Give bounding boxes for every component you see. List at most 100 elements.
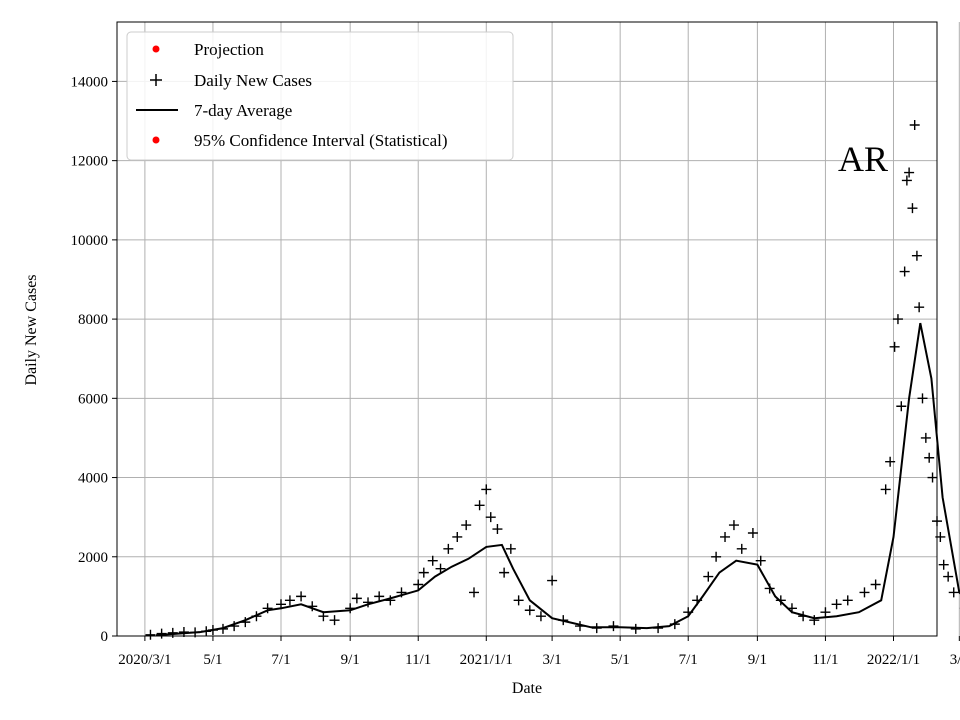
legend-box: [126, 31, 514, 161]
daily-case-point: [775, 595, 786, 606]
legend-label-ci: 95% Confidence Interval (Statistical): [194, 131, 448, 150]
daily-case-point: [885, 456, 896, 467]
daily-case-point: [728, 520, 739, 531]
daily-case-point: [683, 607, 694, 618]
daily-case-point: [418, 567, 429, 578]
average-line: [155, 322, 960, 637]
daily-case-point: [630, 623, 641, 634]
daily-case-point: [229, 621, 240, 632]
daily-case-point: [914, 302, 925, 313]
y-tick-label: 14000: [71, 74, 109, 90]
daily-case-point: [692, 595, 703, 606]
daily-case-point: [276, 599, 286, 610]
plot-frame: [116, 21, 938, 637]
daily-case-point: [307, 601, 318, 612]
legend-marker-projection: [152, 45, 160, 53]
legend-label-daily: Daily New Cases: [194, 71, 312, 90]
daily-case-point: [591, 623, 602, 634]
daily-case-point: [499, 567, 510, 578]
daily-case-point: [736, 543, 747, 554]
daily-case-point: [145, 629, 156, 640]
daily-case-point: [907, 203, 918, 214]
daily-case-point: [703, 571, 714, 582]
daily-case-point: [904, 167, 915, 178]
daily-case-point: [396, 587, 407, 598]
daily-case-point: [653, 623, 664, 634]
x-tick-label: 2022/1/1: [867, 652, 920, 668]
daily-case-point: [251, 611, 262, 622]
legend-marker-ci: [152, 136, 160, 144]
daily-case-point: [469, 587, 480, 598]
daily-case-point: [547, 575, 558, 586]
y-tick-label: 10000: [71, 233, 109, 249]
daily-case-point: [474, 500, 485, 511]
x-tick-label: 9/1: [748, 652, 767, 668]
daily-case-point: [363, 597, 374, 608]
daily-case-point: [201, 626, 212, 637]
legend-label-projection: Projection: [194, 40, 264, 59]
y-axis-label: Daily New Cases: [23, 274, 40, 385]
daily-case-point: [889, 341, 900, 352]
y-tick-label: 8000: [78, 312, 108, 328]
x-tick-label: 7/1: [271, 652, 290, 668]
daily-layer: [145, 119, 960, 640]
y-tick-label: 4000: [78, 471, 108, 487]
x-tick-label: 3/1: [950, 652, 960, 668]
daily-case-point: [574, 621, 585, 632]
daily-case-point: [413, 579, 424, 590]
daily-case-point: [156, 628, 167, 639]
x-tick-label: 2021/1/1: [460, 652, 513, 668]
daily-case-point: [262, 603, 273, 614]
daily-case-point: [513, 595, 524, 606]
daily-case-point: [492, 524, 503, 535]
daily-case-point: [880, 484, 891, 495]
daily-case-point: [318, 611, 329, 622]
daily-case-point: [938, 559, 949, 570]
daily-case-point: [842, 595, 853, 606]
x-axis: 2020/3/1 5/1 7/1 9/1 11/1 2021/1/1 3/1 5/1 7/1 9/…: [118, 636, 960, 668]
daily-case-point: [558, 615, 569, 626]
daily-case-point: [786, 603, 797, 614]
daily-case-point: [948, 587, 959, 598]
daily-case-point: [608, 621, 619, 632]
daily-case-point: [443, 543, 454, 554]
daily-case-point: [909, 119, 920, 130]
legend-label-average: 7-day Average: [194, 101, 292, 120]
daily-case-point: [720, 531, 731, 542]
daily-case-point: [809, 615, 820, 626]
daily-case-point: [892, 314, 903, 325]
daily-case-point: [485, 512, 496, 523]
daily-case-point: [820, 607, 831, 618]
daily-case-point: [240, 617, 251, 628]
x-tick-label: 5/1: [203, 652, 222, 668]
daily-case-point: [178, 627, 189, 638]
daily-case-point: [899, 266, 910, 277]
y-tick-label: 2000: [78, 550, 108, 566]
daily-case-point: [859, 587, 870, 598]
daily-case-point: [284, 595, 295, 606]
daily-case-point: [217, 623, 228, 634]
daily-case-point: [924, 452, 935, 463]
daily-case-point: [481, 484, 492, 495]
daily-case-point: [505, 543, 516, 554]
daily-case-point: [452, 531, 463, 542]
daily-case-point: [669, 619, 680, 630]
x-axis-label: Date: [512, 680, 542, 697]
legend: Projection Daily New Cases 7-day Average…: [126, 31, 514, 161]
daily-case-point: [711, 551, 722, 562]
daily-case-point: [755, 555, 766, 566]
daily-case-point: [524, 605, 535, 616]
daily-case-point: [345, 603, 356, 614]
daily-case-point: [901, 175, 912, 186]
daily-case-point: [427, 555, 438, 566]
daily-case-point: [917, 393, 928, 404]
daily-case-point: [461, 520, 472, 531]
daily-case-point: [870, 579, 881, 590]
daily-case-point: [764, 583, 775, 594]
annotation-label: AR: [838, 139, 888, 179]
daily-case-point: [927, 472, 938, 483]
daily-case-point: [943, 571, 954, 582]
x-tick-label: 5/1: [611, 652, 630, 668]
daily-case-point: [435, 563, 446, 574]
